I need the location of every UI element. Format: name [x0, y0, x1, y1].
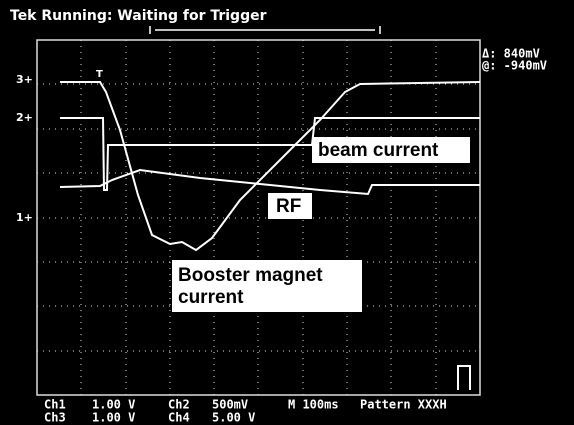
beam-label: beam current: [318, 140, 439, 161]
status-title: Tek Running: Waiting for Trigger: [10, 8, 267, 24]
footer-item: Ch4: [168, 411, 190, 425]
footer-item: Pattern XXXH: [360, 398, 447, 412]
trigger-marker: T: [96, 69, 103, 80]
footer-item: Ch3: [44, 411, 66, 425]
footer-item: 500mV: [212, 398, 248, 412]
footer-item: M 100ms: [288, 398, 339, 412]
footer-item: Ch2: [168, 398, 190, 412]
footer-item: Ch1: [44, 398, 66, 412]
booster-label: current: [178, 287, 244, 308]
ch1-marker: 1+: [16, 211, 33, 224]
footer-item: 1.00 V: [92, 398, 135, 412]
footer-item: 1.00 V: [92, 411, 135, 425]
footer-item: 5.00 V: [212, 411, 255, 425]
ch3-marker: 3+: [16, 73, 33, 86]
cursor-at: @: -940mV: [482, 59, 547, 73]
ch2-marker: 2+: [16, 111, 33, 124]
rf-label: RF: [276, 196, 301, 217]
booster-label: Booster magnet: [178, 265, 323, 286]
scope-screen: Tek Running: Waiting for Trigger Δ: 840m…: [0, 0, 574, 425]
